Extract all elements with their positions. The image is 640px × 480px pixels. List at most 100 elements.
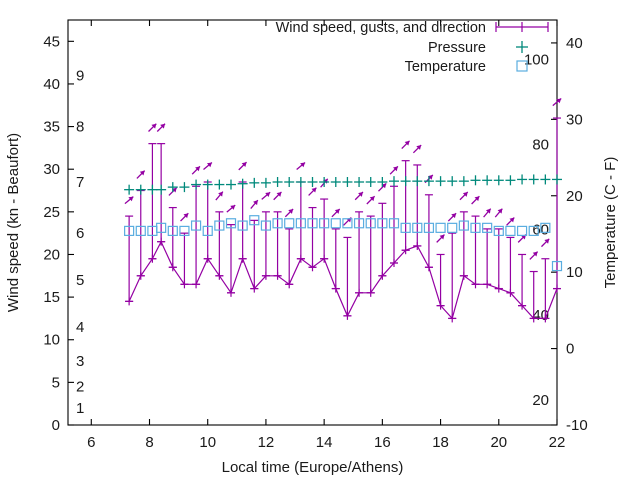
wind-direction-arrowhead bbox=[439, 234, 445, 240]
temperature-marker bbox=[516, 225, 528, 237]
temperature-marker bbox=[272, 218, 283, 229]
y-axis-title: Wind speed (kn - Beaufort) bbox=[5, 133, 22, 312]
y-tick-label: 30 bbox=[43, 161, 60, 178]
gust-errorbar bbox=[192, 185, 201, 285]
gust-errorbar bbox=[483, 228, 492, 285]
y-tick-label: 35 bbox=[43, 119, 60, 136]
x-tick-label: 12 bbox=[258, 434, 275, 451]
x-tick-label: 14 bbox=[316, 434, 333, 451]
gust-errorbar bbox=[125, 215, 134, 302]
beaufort-label: 6 bbox=[76, 225, 84, 242]
temperature-marker bbox=[249, 215, 260, 226]
wind-direction-arrowhead bbox=[241, 162, 247, 167]
y-tick-label: 0 bbox=[52, 417, 60, 434]
temperature-marker bbox=[260, 220, 272, 231]
beaufort-label: 9 bbox=[76, 67, 84, 84]
gust-errorbar bbox=[180, 232, 189, 285]
x-tick-label: 6 bbox=[87, 434, 95, 451]
wind-direction-arrowhead bbox=[160, 123, 166, 129]
temperature-marker bbox=[470, 222, 481, 233]
temperature-marker bbox=[505, 225, 516, 237]
temperature-marker bbox=[447, 222, 458, 233]
x-tick-label: 20 bbox=[490, 434, 507, 451]
beaufort-label: 1 bbox=[76, 400, 84, 417]
gust-errorbar bbox=[136, 189, 145, 277]
wind-direction-arrowhead bbox=[265, 192, 271, 198]
wind-direction-arrowhead bbox=[369, 196, 375, 202]
gust-errorbar bbox=[285, 228, 294, 285]
temperature-marker bbox=[214, 220, 225, 231]
x-tick-label: 10 bbox=[199, 434, 216, 451]
gust-errorbar bbox=[506, 236, 515, 294]
temperature-marker bbox=[202, 225, 213, 237]
temperature-marker bbox=[528, 225, 539, 237]
x-axis-title: Local time (Europe/Athens) bbox=[222, 459, 404, 476]
beaufort-label: 5 bbox=[76, 272, 84, 289]
temperature-marker bbox=[377, 218, 388, 229]
wind-direction-arrowhead bbox=[300, 162, 306, 168]
wind-direction-arrowhead bbox=[288, 209, 294, 214]
temperature-marker bbox=[482, 222, 493, 233]
fahrenheit-label: 80 bbox=[532, 137, 549, 154]
temperature-marker bbox=[135, 225, 146, 237]
temperature-marker bbox=[319, 218, 330, 229]
temperature-marker bbox=[179, 225, 190, 237]
temperature-marker bbox=[284, 218, 295, 229]
y-tick-label: 15 bbox=[43, 289, 60, 306]
gust-errorbar bbox=[390, 185, 398, 264]
gust-errorbar bbox=[168, 206, 177, 268]
wind-direction-arrowhead bbox=[151, 123, 157, 129]
x-tick-label: 22 bbox=[549, 434, 566, 451]
legend-label-wind: Wind speed, gusts, and direction bbox=[276, 20, 486, 36]
wind-direction-arrowhead bbox=[462, 191, 468, 197]
gust-errorbar bbox=[343, 236, 352, 317]
wind-direction-arrowhead bbox=[509, 217, 515, 223]
y2-tick-label: 30 bbox=[566, 111, 583, 128]
wind-direction-arrowhead bbox=[206, 162, 212, 168]
temperature-marker bbox=[388, 218, 400, 229]
temperature-marker bbox=[156, 222, 167, 233]
temperature-marker bbox=[307, 218, 318, 229]
wind-direction-arrowhead bbox=[276, 191, 282, 197]
wind-direction-arrowhead bbox=[427, 174, 433, 180]
temperature-marker bbox=[540, 222, 551, 233]
temperature-marker bbox=[551, 260, 563, 272]
wind-direction-arrowhead bbox=[497, 208, 503, 214]
y2-axis-title: Temperature (C - F) bbox=[602, 157, 619, 289]
wind-direction-arrowhead bbox=[334, 209, 340, 214]
gust-errorbar bbox=[250, 219, 259, 290]
wind-direction-arrowhead bbox=[195, 166, 200, 172]
x-tick-label: 16 bbox=[374, 434, 391, 451]
beaufort-label: 2 bbox=[76, 379, 84, 396]
wind-direction-arrowhead bbox=[230, 205, 236, 210]
legend-label-temperature: Temperature bbox=[405, 59, 486, 75]
x-tick-label: 8 bbox=[145, 434, 153, 451]
y2-tick-label: 10 bbox=[566, 264, 583, 281]
wind-direction-arrowhead bbox=[416, 145, 422, 150]
gust-errorbar bbox=[518, 253, 527, 307]
legend-key-temperature bbox=[516, 60, 528, 72]
gust-errorbar bbox=[424, 194, 433, 268]
temperature-marker bbox=[124, 225, 135, 237]
wind-direction-arrowhead bbox=[556, 98, 562, 104]
temperature-marker bbox=[167, 225, 178, 237]
temperature-marker bbox=[225, 218, 237, 229]
wind-direction-arrowhead bbox=[544, 238, 550, 244]
wind-direction-arrowhead bbox=[532, 251, 538, 257]
wind-direction-arrowhead bbox=[218, 191, 223, 197]
gust-errorbar bbox=[401, 160, 410, 251]
y2-tick-label: 40 bbox=[566, 35, 583, 52]
y-tick-label: 20 bbox=[43, 246, 60, 263]
wind-direction-arrowhead bbox=[183, 213, 189, 219]
temperature-marker bbox=[412, 222, 423, 233]
gust-errorbar bbox=[227, 224, 235, 294]
fahrenheit-label: 20 bbox=[532, 392, 549, 409]
gust-errorbar bbox=[273, 211, 282, 277]
y-tick-label: 10 bbox=[43, 332, 60, 349]
wind-direction-arrowhead bbox=[358, 191, 363, 197]
gust-errorbar bbox=[296, 181, 305, 260]
wind-direction-arrowhead bbox=[253, 200, 258, 206]
gust-errorbar bbox=[448, 232, 457, 320]
wind-direction-arrowhead bbox=[404, 140, 410, 146]
